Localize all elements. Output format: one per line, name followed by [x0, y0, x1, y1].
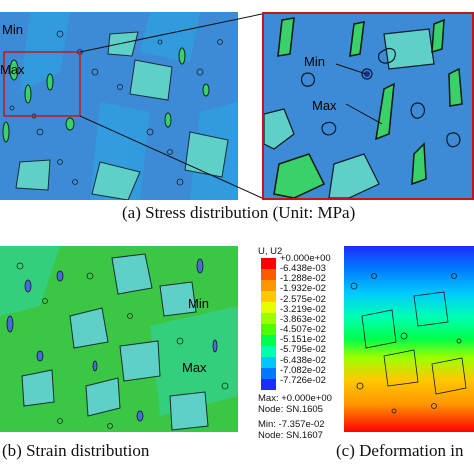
legend-swatch: [261, 368, 276, 379]
legend-swatch: [261, 335, 276, 346]
legend-swatch: [261, 346, 276, 357]
caption-stress: (a) Stress distribution (Unit: MPa): [122, 203, 356, 222]
legend-value: -3.863e-02: [280, 313, 326, 325]
stress-overview-panel: Min Max: [0, 12, 238, 200]
legend-swatch: [261, 302, 276, 313]
legend-value: +0.000e+00: [280, 253, 331, 264]
legend-swatch: [261, 313, 276, 324]
zoom-max-label: Max: [312, 98, 337, 113]
legend-value: -6.438e-03: [280, 263, 326, 275]
legend-value: -7.726e-02: [280, 374, 326, 386]
legend-value: -7.082e-02: [280, 364, 326, 376]
legend-max-node: Node: SN.1605: [258, 404, 323, 415]
panel-a-max-label: Max: [0, 62, 25, 77]
legend-extremes: Max: +0.000e+00 Node: SN.1605 Min: -7.35…: [258, 393, 332, 441]
legend-swatch: [261, 324, 276, 335]
legend-value: -3.219e-02: [280, 303, 326, 315]
legend-min-line: Min: -7.357e-02: [258, 419, 325, 430]
legend-value: -1.932e-02: [280, 283, 326, 295]
legend-title: U, U2: [258, 246, 283, 257]
strain-panel: Min Max: [0, 246, 238, 432]
legend-max-line: Max: +0.000e+00: [258, 393, 332, 404]
deformation-panel: [344, 246, 474, 432]
stress-zoom-panel: Min Max: [262, 12, 474, 200]
legend-min-node: Node: SN.1607: [258, 430, 323, 441]
legend-value: -2.575e-02: [280, 293, 326, 305]
panel-b-min-label: Min: [188, 296, 209, 311]
caption-strain: (b) Strain distribution: [2, 441, 150, 460]
legend-swatch: [261, 379, 276, 390]
panel-b-max-label: Max: [182, 360, 207, 375]
legend-value: -1.288e-02: [280, 273, 326, 285]
legend-values: +0.000e+00 -6.438e-03 -1.288e-02 -1.932e-02…: [280, 253, 331, 386]
legend-swatch: [261, 269, 276, 280]
legend-value: -6.438e-02: [280, 354, 326, 366]
legend-value: -5.795e-02: [280, 344, 326, 356]
legend-color-bar: [261, 258, 276, 390]
legend-swatch: [261, 291, 276, 302]
legend-swatch: [261, 280, 276, 291]
displacement-legend: U, U2 +0.000e+00 -6.438e-03 -1.288e-02 -1.9…: [258, 246, 344, 462]
panel-a-min-label: Min: [2, 22, 23, 37]
caption-deformation: (c) Deformation in: [336, 441, 464, 460]
zoom-min-label: Min: [304, 54, 325, 69]
legend-value: -4.507e-02: [280, 324, 326, 336]
legend-value: -5.151e-02: [280, 334, 326, 346]
legend-swatch: [261, 357, 276, 368]
legend-swatch: [261, 258, 276, 269]
